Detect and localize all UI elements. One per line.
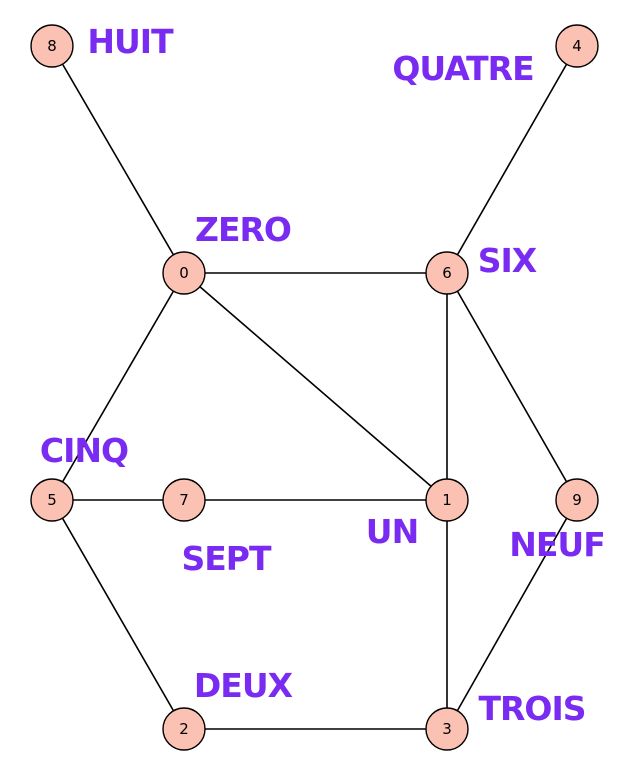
node-circle-4 — [555, 24, 599, 68]
edge-8-0 — [51, 45, 185, 274]
node-label-0: ZERO — [195, 210, 291, 249]
edge-9-3 — [446, 499, 578, 730]
edge-0-1 — [183, 272, 448, 501]
node-circle-5 — [30, 478, 74, 522]
edge-6-9 — [446, 272, 578, 501]
node-label-1: UN — [366, 512, 418, 551]
node-label-8: HUIT — [87, 22, 174, 61]
node-7: 7 — [162, 478, 206, 522]
node-id-8: 8 — [47, 37, 57, 55]
node-1: 1 — [425, 478, 469, 522]
labels-layer: ZERO UN DEUX TROIS QUATRE CINQ SIX SEPT HUIT NEUF — [40, 22, 606, 728]
edge-5-2 — [51, 499, 185, 730]
node-4: 4 — [555, 24, 599, 68]
node-label-9: NEUF — [509, 525, 605, 564]
node-id-1: 1 — [442, 491, 452, 509]
node-label-6: SIX — [478, 241, 537, 280]
node-5: 5 — [30, 478, 74, 522]
node-label-5: CINQ — [40, 431, 128, 470]
node-circle-3 — [425, 707, 469, 751]
node-label-2: DEUX — [194, 666, 293, 705]
node-label-7: SEPT — [181, 539, 271, 578]
edges-layer — [51, 45, 578, 730]
node-label-4: QUATRE — [392, 49, 533, 88]
node-circle-2 — [162, 707, 206, 751]
node-circle-7 — [162, 478, 206, 522]
node-id-7: 7 — [179, 491, 189, 509]
node-circle-9 — [555, 478, 599, 522]
node-id-2: 2 — [179, 720, 189, 738]
node-id-0: 0 — [179, 264, 189, 282]
node-0: 0 — [162, 251, 206, 295]
nodes-layer: 0 1 2 3 4 5 6 7 8 9 — [30, 24, 599, 751]
node-3: 3 — [425, 707, 469, 751]
node-circle-0 — [162, 251, 206, 295]
edge-4-6 — [446, 45, 578, 274]
node-circle-8 — [30, 24, 74, 68]
node-id-9: 9 — [572, 491, 582, 509]
node-circle-6 — [425, 251, 469, 295]
node-circle-1 — [425, 478, 469, 522]
node-8: 8 — [30, 24, 74, 68]
node-9: 9 — [555, 478, 599, 522]
node-id-3: 3 — [442, 720, 452, 738]
node-id-4: 4 — [572, 37, 582, 55]
node-2: 2 — [162, 707, 206, 751]
node-label-3: TROIS — [478, 689, 585, 728]
node-id-6: 6 — [442, 264, 452, 282]
edge-0-5 — [51, 272, 185, 501]
node-6: 6 — [425, 251, 469, 295]
node-id-5: 5 — [47, 491, 57, 509]
